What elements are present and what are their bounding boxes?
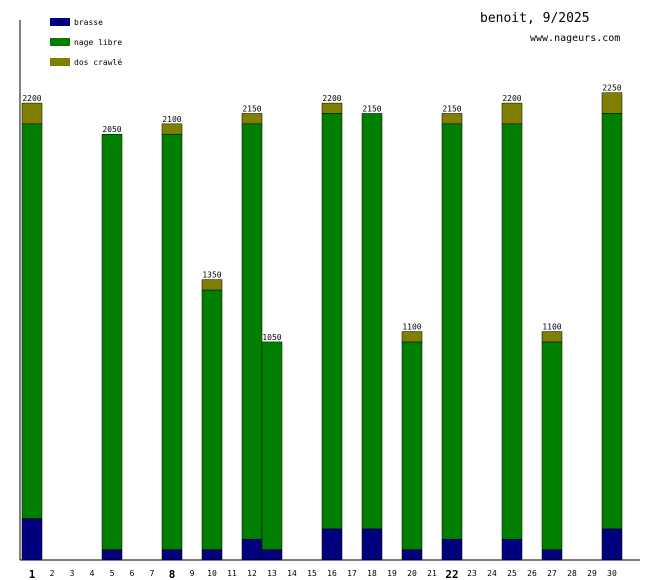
legend-swatch-nage-libre — [50, 38, 70, 46]
x-tick-label-day-8: 8 — [169, 568, 176, 580]
bar-day-30-brasse — [601, 528, 623, 561]
x-tick-label-day-27: 27 — [547, 569, 557, 578]
bar-day-25-brasse — [501, 538, 523, 561]
total-label-day-16: 2200 — [322, 94, 341, 103]
x-tick-label-day-15: 15 — [307, 569, 317, 578]
x-tick-label-day-3: 3 — [70, 569, 75, 578]
x-tick-label-day-12: 12 — [247, 569, 257, 578]
bar-day-8-dos-crawle — [161, 123, 183, 135]
x-tick-label-day-30: 30 — [607, 569, 617, 578]
x-tick-label-day-7: 7 — [150, 569, 155, 578]
bar-day-1-dos-crawle — [21, 102, 43, 125]
bars-layer — [21, 92, 623, 561]
bar-day-27-brasse — [541, 549, 563, 561]
x-tick-label-day-9: 9 — [190, 569, 195, 578]
total-label-day-8: 2100 — [162, 115, 181, 124]
bar-day-12-brasse — [241, 538, 263, 561]
bar-day-8-nage-libre — [161, 133, 183, 550]
bar-day-5-nage-libre — [101, 133, 123, 550]
bar-day-22-nage-libre — [441, 123, 463, 540]
legend-label-brasse: brasse — [74, 18, 103, 27]
legend-label-nage-libre: nage libre — [74, 38, 122, 47]
x-tick-label-day-22: 22 — [445, 568, 458, 580]
x-tick-label-day-29: 29 — [587, 569, 597, 578]
x-tick-label-day-1: 1 — [29, 568, 36, 580]
bar-day-10-nage-libre — [201, 289, 223, 550]
x-tick-label-day-19: 19 — [387, 569, 397, 578]
total-label-day-22: 2150 — [442, 104, 461, 113]
bar-day-10-dos-crawle — [201, 279, 223, 291]
legend-swatch-dos-crawle — [50, 58, 70, 66]
bar-day-22-dos-crawle — [441, 113, 463, 125]
bar-day-1-brasse — [21, 518, 43, 561]
bar-day-13-nage-libre — [261, 341, 283, 550]
total-label-day-12: 2150 — [242, 104, 261, 113]
total-label-day-18: 2150 — [362, 104, 381, 113]
x-tick-label-day-21: 21 — [427, 569, 437, 578]
x-tick-label-day-18: 18 — [367, 569, 377, 578]
legend-item-brasse: brasse — [50, 18, 103, 27]
bar-day-8-brasse — [161, 549, 183, 561]
total-label-day-27: 1100 — [542, 323, 561, 332]
bar-day-16-nage-libre — [321, 113, 343, 530]
x-tick-label-day-13: 13 — [267, 569, 277, 578]
x-tick-label-day-25: 25 — [507, 569, 517, 578]
x-tick-label-day-4: 4 — [90, 569, 95, 578]
x-tick-label-day-26: 26 — [527, 569, 537, 578]
totals-layer: 2200 2050 2100 1350 2150 1050 2200 2150 1100 2150… — [22, 84, 621, 342]
x-tick-label-day-20: 20 — [407, 569, 417, 578]
bar-day-20-brasse — [401, 549, 423, 561]
total-label-day-13: 1050 — [262, 333, 281, 342]
x-tick-label-day-28: 28 — [567, 569, 577, 578]
bar-day-10-brasse — [201, 549, 223, 561]
chart-title: benoit, 9/2025 — [480, 11, 590, 26]
bar-day-22-brasse — [441, 538, 463, 561]
x-tick-label-day-14: 14 — [287, 569, 297, 578]
x-tick-label-day-10: 10 — [207, 569, 217, 578]
x-tick-label-day-11: 11 — [227, 569, 237, 578]
x-tick-label-day-5: 5 — [110, 569, 115, 578]
x-tick-label-day-24: 24 — [487, 569, 497, 578]
bar-day-16-brasse — [321, 528, 343, 561]
total-label-day-30: 2250 — [602, 84, 621, 93]
x-tick-label-day-16: 16 — [327, 569, 337, 578]
x-tick-label-day-6: 6 — [130, 569, 135, 578]
bar-day-27-dos-crawle — [541, 331, 563, 343]
total-label-day-25: 2200 — [502, 94, 521, 103]
bar-day-1-nage-libre — [21, 123, 43, 519]
x-tick-label-day-23: 23 — [467, 569, 477, 578]
bar-day-12-dos-crawle — [241, 113, 263, 125]
total-label-day-1: 2200 — [22, 94, 41, 103]
bar-day-13-brasse — [261, 549, 283, 561]
bar-day-5-brasse — [101, 549, 123, 561]
bar-day-30-dos-crawle — [601, 92, 623, 114]
chart-subtitle: www.nageurs.com — [530, 33, 620, 44]
bar-day-27-nage-libre — [541, 341, 563, 550]
bar-day-25-dos-crawle — [501, 102, 523, 125]
total-label-day-10: 1350 — [202, 271, 221, 280]
bar-day-18-brasse — [361, 528, 383, 561]
bar-day-16-dos-crawle — [321, 102, 343, 114]
bar-day-12-nage-libre — [241, 123, 263, 540]
legend-swatch-brasse — [50, 18, 70, 26]
x-tick-label-day-17: 17 — [347, 569, 357, 578]
legend-item-dos-crawle: dos crawlé — [50, 57, 122, 67]
bar-day-20-nage-libre — [401, 341, 423, 550]
bar-day-25-nage-libre — [501, 123, 523, 540]
legend-label-dos-crawle: dos crawlé — [74, 57, 122, 67]
total-label-day-20: 1100 — [402, 323, 421, 332]
x-tick-label-day-2: 2 — [50, 569, 55, 578]
bar-day-18-nage-libre — [361, 113, 383, 530]
total-label-day-5: 2050 — [102, 125, 121, 134]
legend-item-nage-libre: nage libre — [50, 38, 122, 47]
bar-day-20-dos-crawle — [401, 331, 423, 343]
bar-day-30-nage-libre — [601, 113, 623, 530]
legend: brasse nage libre dos crawlé — [50, 18, 122, 67]
x-axis-labels: 1 2 3 4 5 6 7 8 9 10 11 12 13 14 15 16 17 18 19 20 21 22 23 24 2… — [29, 568, 617, 580]
